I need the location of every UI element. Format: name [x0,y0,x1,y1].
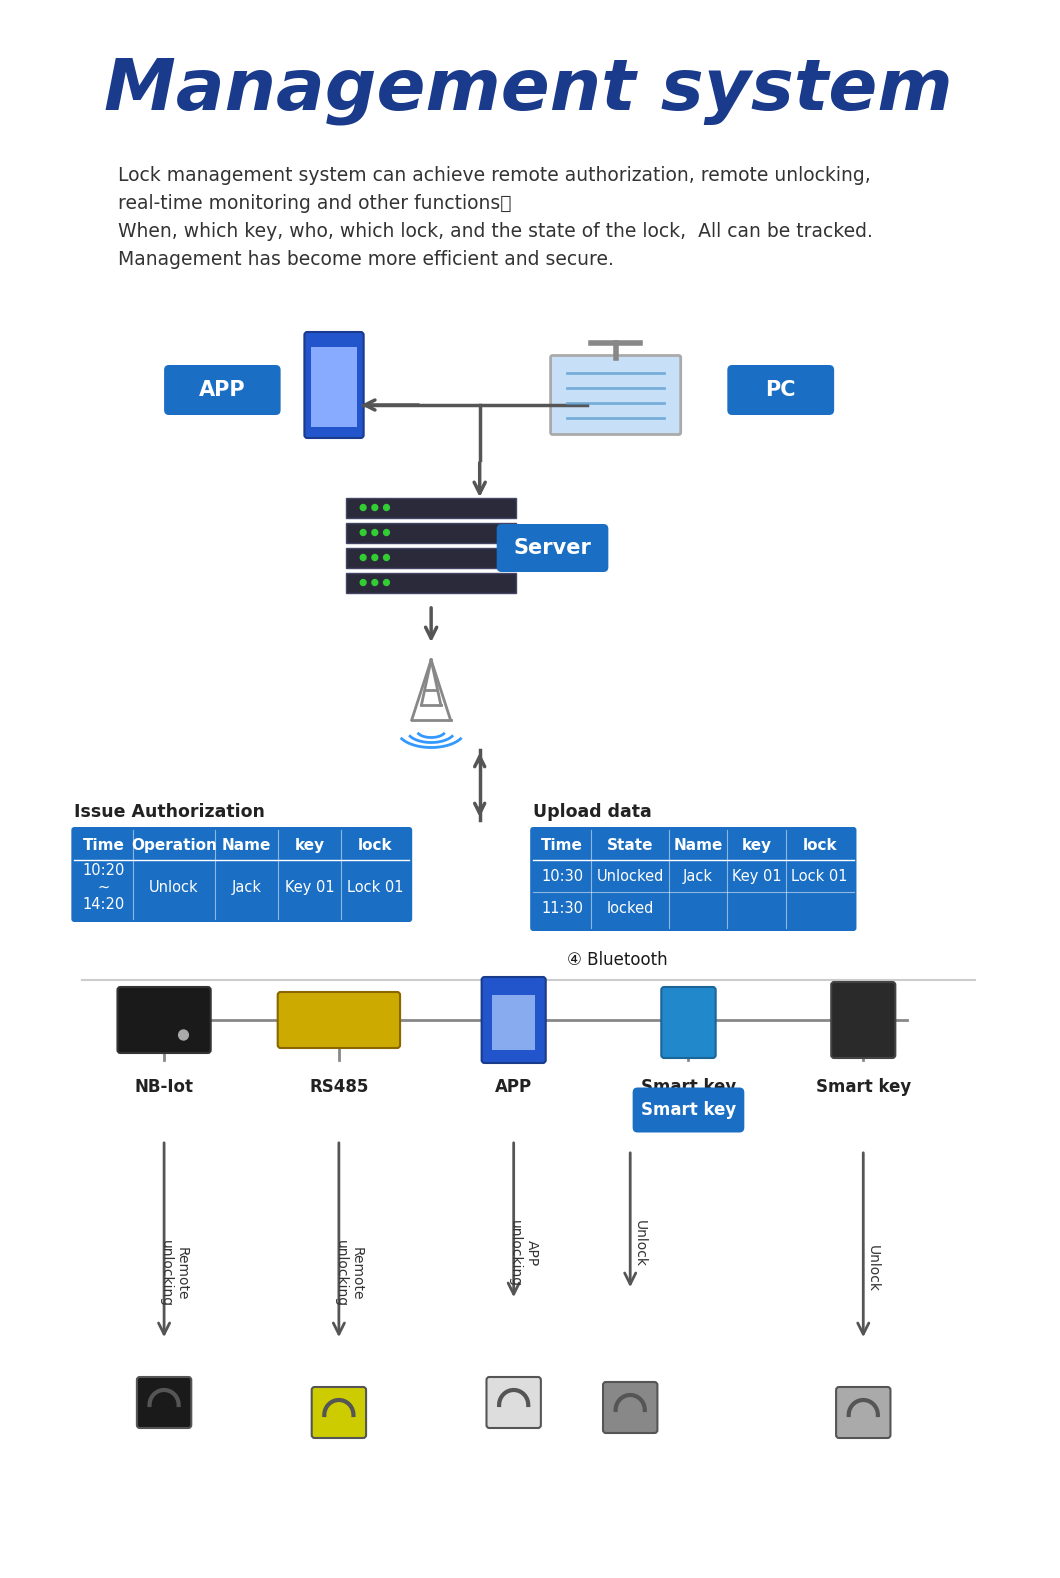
FancyBboxPatch shape [347,522,516,543]
FancyBboxPatch shape [550,355,681,434]
FancyBboxPatch shape [347,548,516,568]
Text: Key 01: Key 01 [731,868,781,884]
Circle shape [384,530,389,535]
FancyBboxPatch shape [497,524,608,571]
Text: RS485: RS485 [310,1078,369,1097]
FancyBboxPatch shape [347,497,516,518]
Text: Remote
unlocking: Remote unlocking [159,1240,189,1307]
Text: ④ Bluetooth: ④ Bluetooth [567,952,668,969]
Circle shape [372,579,377,585]
Circle shape [384,554,389,560]
Text: 11:30: 11:30 [542,901,583,915]
Circle shape [372,530,377,535]
FancyBboxPatch shape [633,1087,744,1133]
Text: Key 01: Key 01 [285,881,335,895]
FancyBboxPatch shape [347,573,516,592]
Circle shape [372,505,377,511]
Circle shape [360,554,366,560]
Text: real-time monitoring and other functions。: real-time monitoring and other functions… [119,194,512,213]
Text: locked: locked [606,901,654,915]
Text: Lock 01: Lock 01 [347,881,404,895]
FancyBboxPatch shape [312,1387,366,1438]
Text: Time: Time [83,838,124,852]
Text: APP: APP [199,380,246,399]
FancyBboxPatch shape [836,1387,890,1438]
Circle shape [384,579,389,585]
Text: Management system: Management system [104,55,953,125]
Bar [312,347,357,428]
Text: Smart key: Smart key [641,1101,736,1119]
FancyBboxPatch shape [164,365,281,415]
Circle shape [360,530,366,535]
Text: Server: Server [514,538,591,559]
Text: NB-Iot: NB-Iot [135,1078,194,1097]
Circle shape [360,505,366,511]
FancyBboxPatch shape [118,986,211,1053]
Text: State: State [607,838,653,852]
FancyBboxPatch shape [71,827,412,922]
Text: Remote
unlocking: Remote unlocking [334,1240,364,1307]
Text: 10:30: 10:30 [542,868,583,884]
FancyBboxPatch shape [487,1378,541,1428]
FancyBboxPatch shape [304,331,364,439]
Text: Unlock: Unlock [633,1220,647,1267]
Text: Unlock: Unlock [149,881,198,895]
Text: Issue Authorization: Issue Authorization [74,803,265,821]
Text: 10:20
~
14:20: 10:20 ~ 14:20 [83,863,125,912]
Text: Unlocked: Unlocked [597,868,664,884]
FancyBboxPatch shape [530,827,856,931]
Text: Management has become more efficient and secure.: Management has become more efficient and… [119,249,615,268]
Text: Lock management system can achieve remote authorization, remote unlocking,: Lock management system can achieve remot… [119,166,871,185]
FancyBboxPatch shape [661,986,716,1057]
Circle shape [384,505,389,511]
Text: Smart key: Smart key [641,1078,736,1097]
FancyBboxPatch shape [481,977,546,1064]
Text: Name: Name [222,838,271,852]
FancyBboxPatch shape [278,993,400,1048]
Circle shape [372,554,377,560]
Text: Jack: Jack [684,868,713,884]
Text: PC: PC [765,380,796,399]
Text: lock: lock [802,838,837,852]
Text: lock: lock [358,838,392,852]
Circle shape [360,579,366,585]
Text: APP: APP [495,1078,532,1097]
Text: APP
unlocking: APP unlocking [509,1220,538,1288]
Text: Name: Name [673,838,723,852]
Text: Upload data: Upload data [533,803,652,821]
Text: key: key [741,838,772,852]
FancyBboxPatch shape [727,365,834,415]
FancyBboxPatch shape [603,1382,657,1433]
Text: When, which key, who, which lock, and the state of the lock,  All can be tracked: When, which key, who, which lock, and th… [119,221,873,240]
Text: Jack: Jack [232,881,262,895]
Text: key: key [295,838,324,852]
Text: Unlock: Unlock [866,1245,880,1292]
Text: Time: Time [542,838,583,852]
FancyBboxPatch shape [831,982,896,1057]
Circle shape [179,1030,189,1040]
Bar [492,996,535,1049]
Text: Lock 01: Lock 01 [792,868,848,884]
Text: Smart key: Smart key [815,1078,911,1097]
Text: Operation: Operation [130,838,216,852]
FancyBboxPatch shape [137,1378,191,1428]
